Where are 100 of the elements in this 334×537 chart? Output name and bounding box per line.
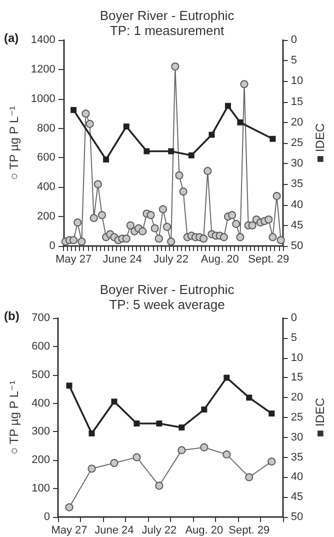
point — [88, 430, 95, 436]
x-tick-label: June 24 — [94, 524, 134, 536]
x-tick-label: Aug. 20 — [200, 254, 239, 266]
point — [110, 458, 118, 467]
y2-tick-label: 35 — [290, 178, 304, 190]
point — [200, 234, 208, 243]
x-tick-label: July 22 — [154, 254, 189, 266]
x-tick-label: June 24 — [102, 254, 142, 266]
point — [240, 80, 248, 88]
point — [232, 220, 240, 228]
point — [168, 148, 174, 154]
point — [268, 458, 276, 466]
point — [111, 398, 118, 405]
y2-tick-label: 25 — [290, 137, 304, 149]
point — [178, 446, 186, 454]
y-tick-label: 0 — [44, 511, 50, 523]
y2-tick-label: 40 — [290, 471, 304, 484]
point — [179, 188, 188, 196]
y2-tick-label: 30 — [290, 158, 304, 170]
chart-title: Boyer River - Eutrophic — [100, 282, 235, 297]
point — [65, 503, 74, 512]
point — [201, 406, 208, 413]
point — [246, 394, 252, 401]
y2-tick-label: 0 — [290, 34, 297, 46]
point — [154, 234, 163, 243]
point — [88, 464, 96, 473]
y-tick-label: 0 — [49, 240, 56, 252]
y2-tick-label: 20 — [290, 116, 304, 128]
point — [158, 205, 167, 214]
point — [134, 420, 140, 426]
point — [245, 473, 254, 482]
y2-tick-label: 45 — [290, 219, 304, 232]
y-tick-label: 100 — [32, 482, 50, 495]
x-tick-label: July 22 — [142, 524, 177, 536]
point — [167, 238, 176, 246]
point — [132, 453, 141, 462]
point — [208, 132, 215, 138]
point — [156, 420, 162, 426]
y-tick-label: 1400 — [30, 34, 56, 46]
y2-tick-label: 30 — [290, 431, 304, 444]
point — [86, 120, 94, 128]
y-tick-label: 300 — [32, 426, 50, 438]
y2-tick-label: 35 — [290, 451, 304, 464]
y2-tick-label: 40 — [290, 198, 304, 211]
y-tick-label: 400 — [32, 397, 50, 410]
y-tick-label: 700 — [32, 312, 50, 324]
point — [70, 236, 78, 244]
x-tick-label: Sept. 29 — [248, 254, 290, 266]
point — [268, 410, 275, 417]
point — [103, 156, 110, 162]
x-tick-label: Sept. 29 — [228, 524, 270, 536]
y2-tick-label: 50 — [290, 240, 304, 252]
point — [220, 233, 228, 242]
point — [248, 221, 256, 230]
y2-tick-label: 20 — [290, 392, 304, 404]
point — [264, 216, 273, 224]
point — [98, 211, 106, 220]
y2-tick-label: 10 — [290, 75, 304, 88]
point — [163, 222, 172, 231]
x-tick-label: May 27 — [55, 254, 92, 266]
y2-tick-label: 15 — [290, 372, 304, 384]
y-axis-title: ○ TP µg P L⁻¹ — [7, 380, 21, 454]
point — [138, 227, 147, 236]
point — [175, 171, 184, 180]
point — [82, 110, 90, 118]
text: (a) — [4, 31, 19, 45]
y2-tick-label: 5 — [290, 332, 297, 344]
point — [224, 374, 230, 381]
chart-subtitle: TP: 5 week average — [109, 297, 225, 312]
point — [188, 152, 194, 158]
y2-tick-label: 0 — [290, 312, 297, 324]
y2-tick-label: 5 — [290, 54, 297, 67]
point — [146, 211, 155, 220]
point — [155, 482, 164, 490]
point — [270, 136, 276, 142]
point — [236, 233, 244, 242]
x-tick-label: May 27 — [51, 524, 88, 536]
point — [224, 102, 231, 109]
point — [70, 107, 77, 114]
point — [78, 238, 86, 246]
chart-title: Boyer River - Eutrophic — [100, 8, 235, 23]
point — [123, 124, 130, 130]
point — [272, 192, 281, 200]
point — [178, 424, 185, 430]
point — [144, 148, 150, 154]
point — [222, 450, 231, 458]
y-tick-label: 800 — [37, 122, 56, 134]
point — [204, 166, 212, 175]
y2-tick-label: 10 — [290, 352, 304, 364]
y-tick-label: 200 — [32, 454, 50, 466]
point — [171, 62, 180, 70]
y-tick-label: 1000 — [30, 92, 56, 105]
point — [268, 233, 277, 242]
point — [74, 218, 82, 226]
chart-subtitle: TP: 1 measurement — [110, 23, 224, 38]
y-tick-label: 600 — [37, 152, 56, 164]
point — [276, 236, 285, 244]
y-tick-label: 400 — [37, 181, 56, 194]
point — [122, 234, 130, 243]
x-tick-label: Aug. 20 — [185, 524, 224, 536]
